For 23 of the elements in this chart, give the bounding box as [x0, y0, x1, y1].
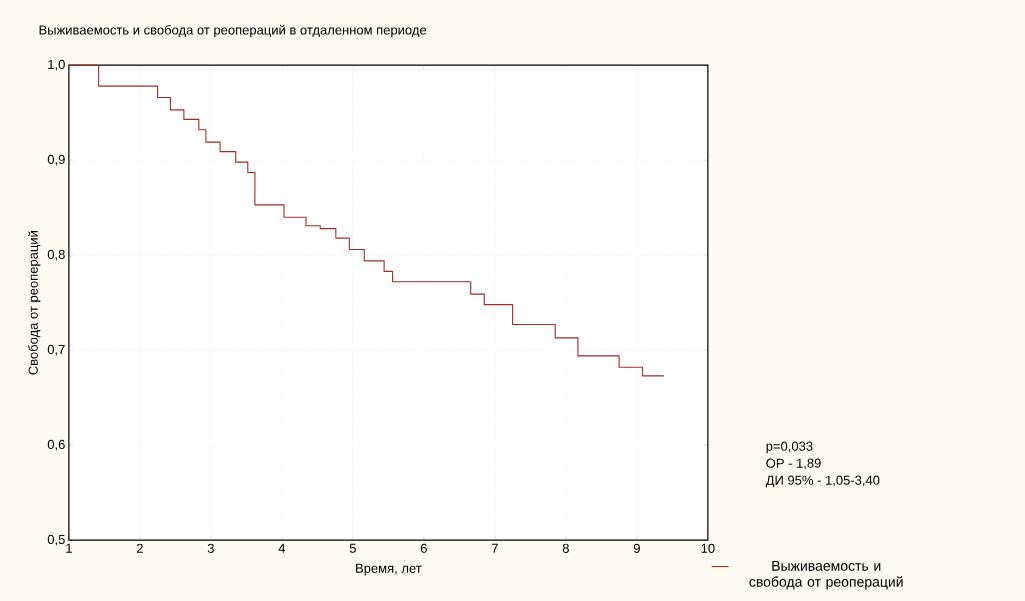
x-tick-label: 8 — [562, 543, 569, 553]
y-tick-label: 0,7 — [47, 344, 65, 356]
x-tick-label: 4 — [278, 543, 286, 553]
text: p=0,033 — [766, 441, 813, 454]
x-axis-title: Время, лет — [356, 563, 422, 576]
y-tick-label: 0,9 — [47, 154, 65, 166]
x-tick-label: 2 — [136, 543, 143, 553]
x-tick-label: 7 — [491, 543, 498, 553]
x-tick-label: 3 — [207, 543, 214, 553]
x-tick-label: 10 — [701, 543, 715, 553]
x-tick-label: 6 — [420, 543, 427, 553]
x-tick-label: 9 — [633, 543, 640, 553]
text: Выживаемость и свобода от реопераций — [749, 561, 903, 590]
y-tick-label: 1,0 — [48, 59, 65, 71]
y-tick-label: 0,5 — [47, 534, 65, 546]
y-tick-label: 0,6 — [47, 439, 65, 451]
chart-title: Выживаемость и свобода от реопераций в отдаленном периоде — [39, 24, 427, 38]
x-tick-label: 5 — [349, 543, 356, 553]
y-axis-title: Свобода от реопераций — [28, 231, 41, 375]
x-tick-label: 1 — [66, 543, 72, 553]
text: ОР - 1,89 — [766, 458, 821, 470]
text: ДИ 95% - 1,05-3,40 — [765, 475, 880, 488]
y-tick-label: 0,8 — [47, 249, 65, 261]
